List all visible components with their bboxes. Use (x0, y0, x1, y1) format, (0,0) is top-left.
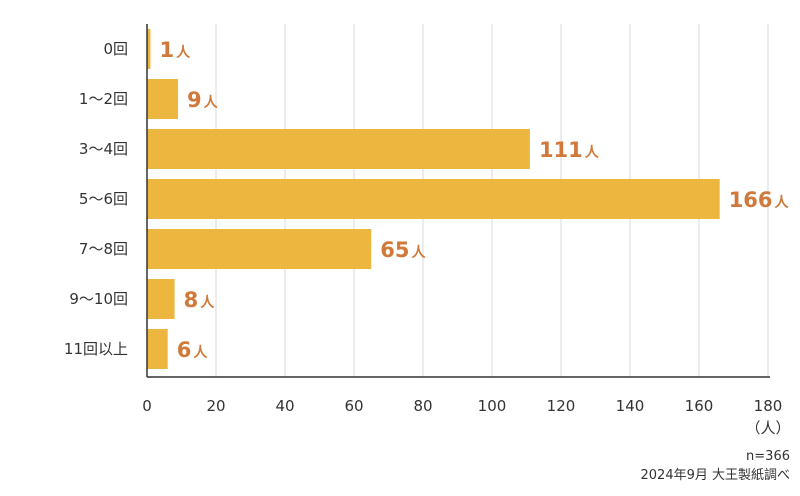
data-label-value: 111 (539, 138, 583, 162)
x-tick-label: 60 (344, 397, 363, 415)
category-label: 1～2回 (79, 90, 128, 108)
data-label-value: 1 (159, 38, 174, 62)
category-label: 5～6回 (79, 190, 128, 208)
x-tick-label: 180 (754, 397, 783, 415)
x-axis-unit-label: （人） (745, 419, 790, 437)
bar (147, 29, 151, 69)
data-label: 111 人 (539, 138, 600, 162)
data-label-value: 9 (187, 88, 202, 112)
category-label: 3～4回 (79, 140, 128, 158)
data-label: 65 人 (380, 238, 426, 262)
bar (147, 129, 530, 169)
source-note: 2024年9月 大王製紙調べ (641, 468, 791, 483)
data-label-unit: 人 (775, 194, 790, 211)
bars (147, 29, 720, 369)
category-label: 11回以上 (64, 340, 128, 358)
x-tick-label: 140 (616, 397, 645, 415)
x-tick-label: 0 (142, 397, 152, 415)
x-tick-labels: 0 20 40 60 80 100 120 140 160 180 (142, 397, 782, 415)
sample-size-note: n=366 (746, 449, 790, 464)
data-label-value: 65 (380, 238, 409, 262)
data-label-unit: 人 (585, 144, 600, 161)
bar (147, 79, 179, 119)
data-label-value: 166 (729, 188, 773, 212)
x-tick-label: 100 (478, 397, 507, 415)
bar (147, 279, 175, 319)
data-label-unit: 人 (176, 44, 191, 61)
bar (147, 229, 372, 269)
x-tick-label: 20 (206, 397, 225, 415)
x-tick-label: 80 (413, 397, 432, 415)
x-tick-label: 160 (685, 397, 714, 415)
category-label: 9～10回 (69, 290, 128, 308)
data-label-unit: 人 (200, 294, 215, 311)
data-label: 166 人 (729, 188, 790, 212)
category-label: 0回 (103, 40, 128, 58)
bar (147, 329, 168, 369)
category-label: 7～8回 (79, 240, 128, 258)
data-label-unit: 人 (193, 344, 208, 361)
bar (147, 179, 720, 219)
data-label-unit: 人 (411, 244, 426, 261)
category-labels: 0回 1～2回 3～4回 5～6回 7～8回 9～10回 11回以上 (64, 40, 128, 358)
data-label-unit: 人 (204, 94, 219, 111)
x-tick-label: 40 (275, 397, 294, 415)
x-tick-label: 120 (547, 397, 576, 415)
data-label-value: 6 (177, 338, 192, 362)
data-label-value: 8 (184, 288, 199, 312)
